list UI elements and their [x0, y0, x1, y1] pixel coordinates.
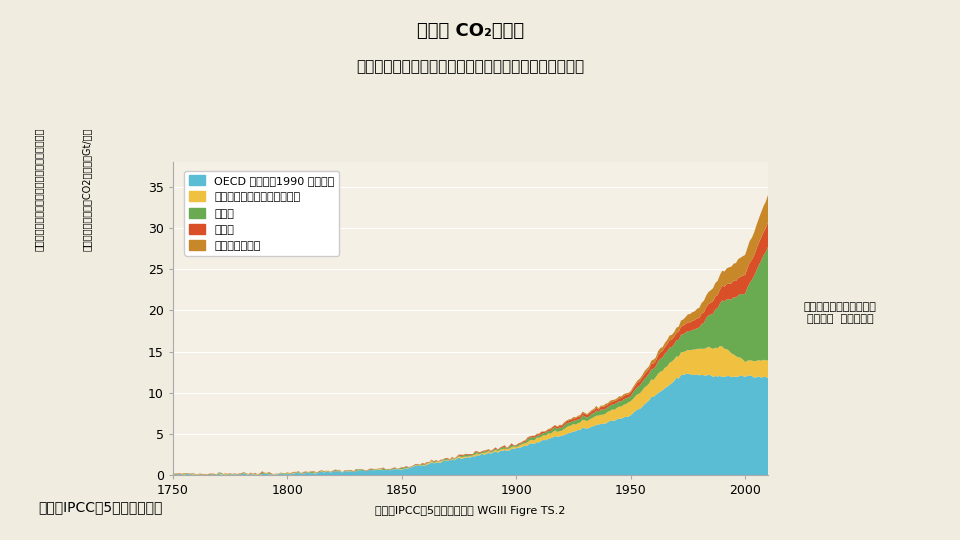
Text: 出典）IPCC第5次評価報告書: 出典）IPCC第5次評価報告書	[38, 501, 163, 515]
Text: 他の土地利用からのCO2排出量（Gt/年）: 他の土地利用からのCO2排出量（Gt/年）	[82, 127, 91, 251]
Text: 地球温暖化防止活動推進
センター  の資料より: 地球温暖化防止活動推進 センター の資料より	[804, 302, 876, 324]
Text: （燃料、セメント、フレアおよび林業・土地利用起源）: （燃料、セメント、フレアおよび林業・土地利用起源）	[356, 59, 585, 75]
X-axis label: 出典）IPCC第5次評価報告書 WGIII Figre TS.2: 出典）IPCC第5次評価報告書 WGIII Figre TS.2	[375, 505, 565, 516]
Text: 世界の CO₂排出量: 世界の CO₂排出量	[417, 22, 524, 39]
Legend: OECD 加盟国（1990 年時点）, 移行経済国（旧ソ連圏など）, アジア, 中南米, 中東・アフリカ: OECD 加盟国（1990 年時点）, 移行経済国（旧ソ連圏など）, アジア, …	[184, 171, 339, 255]
Text: 化石燃料の採掘・燃料、セメント生産、森林と: 化石燃料の採掘・燃料、セメント生産、森林と	[34, 127, 43, 251]
